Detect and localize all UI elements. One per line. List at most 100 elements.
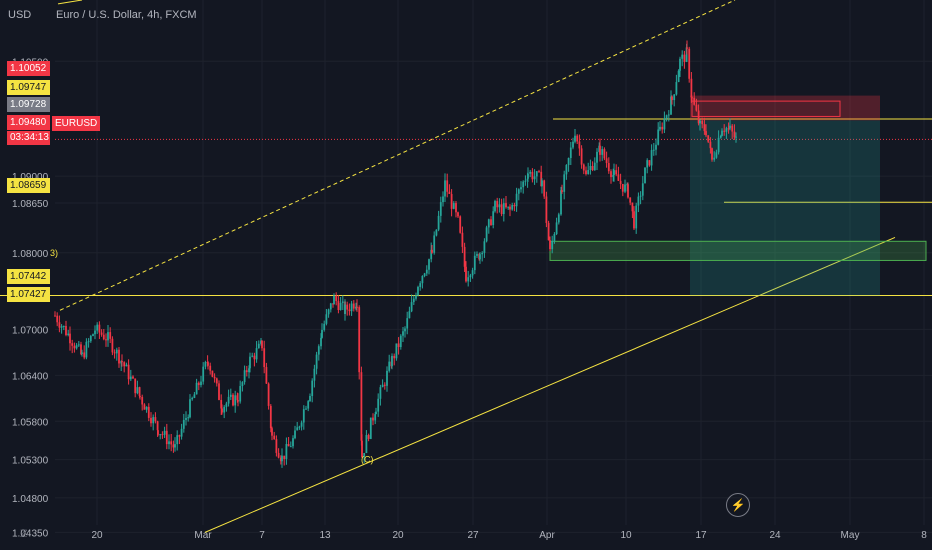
candle-body (147, 406, 150, 418)
candle-body (695, 104, 698, 111)
candle-body (437, 215, 440, 230)
candle-body (419, 283, 422, 287)
candle-body (132, 376, 134, 379)
take-profit-zone (690, 120, 880, 296)
candle-body (281, 455, 283, 462)
candle-body (733, 131, 736, 138)
candle-body (531, 171, 534, 180)
candle-body (361, 440, 363, 458)
candle-body (221, 408, 223, 413)
candle-body (121, 361, 123, 363)
candle-body (644, 167, 646, 184)
candle-body (681, 54, 684, 59)
candle-body (139, 396, 141, 398)
candle-body (195, 382, 198, 395)
candle-body (723, 130, 726, 132)
candle-body (467, 277, 470, 282)
candle-body (587, 169, 590, 175)
candle-body (323, 323, 326, 330)
symbol-tag: EURUSD (52, 116, 101, 131)
candle-body (300, 422, 303, 427)
timezone-icon[interactable]: ℤ (20, 529, 28, 540)
candle-body (94, 330, 96, 335)
y-tick-label: 1.07000 (12, 325, 49, 336)
candle-body (448, 191, 451, 194)
candle-body (165, 430, 168, 445)
candle-body (633, 211, 635, 229)
candle-body (557, 214, 560, 223)
candle-body (574, 135, 576, 142)
x-tick-label: 13 (319, 530, 331, 541)
candle-body (476, 254, 478, 256)
candle-body (113, 352, 116, 354)
candle-body (98, 324, 101, 333)
candle-body (285, 443, 288, 460)
candle-body (305, 408, 307, 410)
y-tick-label: 1.08650 (12, 199, 49, 210)
candle-body (688, 48, 691, 79)
candle-body (236, 395, 239, 401)
x-tick-label: Apr (539, 530, 555, 541)
candle-body (399, 335, 402, 348)
candle-body (83, 352, 86, 358)
candle-body (617, 174, 620, 181)
lightning-icon[interactable]: ⚡ (726, 493, 750, 517)
candle-body (585, 170, 587, 175)
candle-body (178, 435, 181, 437)
candle-body (731, 125, 734, 132)
candle-body (123, 362, 126, 367)
candle-body (329, 303, 332, 310)
candle-body (646, 160, 649, 168)
channel-lower-line (204, 237, 896, 533)
candle-body (591, 165, 594, 171)
candle-body (229, 394, 232, 397)
price-tag: 1.09747 (7, 80, 50, 95)
candle-body (693, 97, 696, 105)
candle-body (596, 151, 598, 163)
candle-body (719, 135, 722, 138)
candle-body (180, 428, 183, 437)
candle-body (455, 203, 457, 213)
candle-body (481, 252, 484, 255)
candle-body (423, 273, 426, 277)
candle-body (163, 430, 166, 435)
candle-body (439, 202, 442, 216)
candle-body (507, 206, 510, 208)
candle-body (492, 211, 495, 226)
candle-body (185, 417, 187, 420)
candle-body (603, 149, 606, 159)
candle-body (615, 170, 618, 175)
candle-body (529, 171, 532, 174)
y-tick-label: 1.05300 (12, 456, 49, 467)
candle-body (273, 435, 276, 440)
candle-body (372, 417, 374, 421)
candle-body (685, 47, 688, 62)
candle-body (191, 397, 194, 400)
y-tick-label: 1.09000 (12, 172, 49, 183)
candle-body (211, 370, 214, 377)
candle-body (648, 160, 651, 166)
price-tag: 1.07442 (7, 269, 50, 284)
y-tick-label: 1.08000 (12, 249, 49, 260)
candle-body (386, 370, 388, 386)
candle-body (138, 387, 141, 397)
candle-body (444, 180, 446, 197)
candle-body (89, 335, 92, 342)
candle-body (502, 203, 505, 215)
wave-label-c: (C) (361, 455, 374, 465)
candle-body (325, 314, 328, 324)
candle-body (279, 457, 282, 462)
candle-body (100, 332, 103, 335)
candle-body (204, 362, 207, 367)
candle-body (388, 361, 391, 371)
x-tick-label: Mar (194, 530, 212, 541)
candle-body (367, 435, 370, 439)
y-tick-label: 1.04800 (12, 494, 49, 505)
candle-body (565, 165, 568, 175)
candle-body (589, 165, 592, 170)
candle-body (253, 355, 256, 360)
candle-body (105, 339, 107, 341)
candle-body (629, 197, 632, 203)
candle-body (311, 380, 314, 397)
